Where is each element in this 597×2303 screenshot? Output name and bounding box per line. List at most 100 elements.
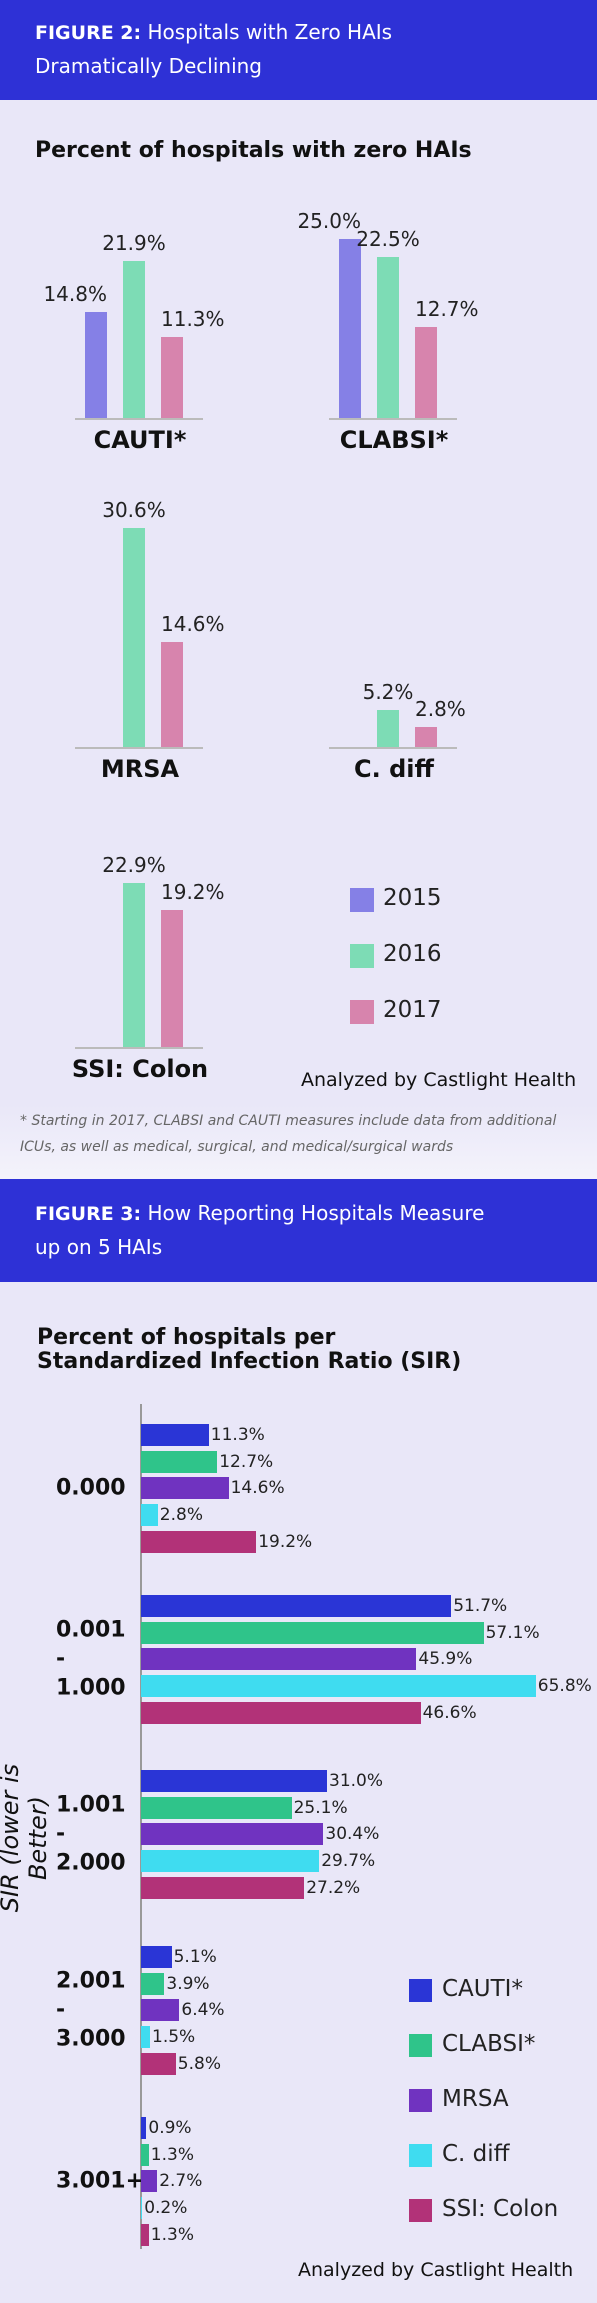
legend-swatch (350, 888, 374, 912)
bar (161, 642, 183, 747)
legend-label: MRSA (442, 2086, 509, 2112)
legend-label: C. diff (442, 2141, 510, 2167)
category-label: MRSA (100, 755, 180, 783)
bar (415, 726, 437, 747)
value-label: 2.8% (159, 1505, 203, 1526)
bar (141, 1701, 421, 1724)
bar (141, 2197, 143, 2220)
value-label: 21.9% (102, 231, 166, 256)
value-label: 2.8% (415, 696, 466, 721)
value-label: 2.7% (159, 2171, 203, 2192)
value-label: 1.3% (150, 2224, 194, 2245)
footnote-band (0, 1105, 597, 1179)
bar (339, 239, 361, 418)
value-label: 12.7% (219, 1451, 274, 1472)
credit: Analyzed by Castlight Health (301, 1069, 577, 1091)
value-label: 19.2% (258, 1531, 313, 1552)
baseline (75, 1047, 203, 1049)
value-label: 27.2% (306, 1877, 361, 1898)
value-label: 11.3% (161, 307, 225, 332)
header-text: FIGURE 3: How Reporting Hospitals Measur… (35, 1197, 505, 1264)
value-label: 30.6% (102, 497, 166, 522)
value-label: 25.0% (297, 209, 361, 233)
bar (141, 1621, 484, 1644)
value-label: 57.1% (485, 1622, 540, 1643)
category-label: CLABSI* (339, 426, 449, 454)
header-bar: FIGURE 3: How Reporting Hospitals Measur… (0, 1179, 597, 1282)
value-label: 19.2% (161, 879, 225, 904)
bar (377, 709, 399, 747)
category-label: 3.001+ (56, 2168, 145, 2194)
bar (123, 883, 145, 1047)
legend-swatch (409, 2144, 432, 2167)
bar (141, 1675, 536, 1698)
bar (141, 1823, 324, 1846)
value-label: 31.0% (329, 1771, 384, 1791)
header-text: FIGURE 2: Hospitals with Zero HAIs Drama… (35, 16, 455, 83)
bar (141, 1876, 305, 1899)
legend-swatch (409, 2089, 432, 2112)
bar (141, 1424, 209, 1446)
category-label: 0.000 (56, 1475, 126, 1501)
value-label: 51.7% (453, 1596, 508, 1616)
legend-swatch (350, 1000, 374, 1024)
value-label: 5.1% (173, 1947, 217, 1967)
bar (141, 2117, 147, 2139)
value-label: 25.1% (293, 1797, 348, 1818)
bar (141, 2026, 150, 2049)
category-label: 1.001 - 2.000 (56, 1792, 126, 1876)
value-label: 1.5% (152, 2027, 196, 2048)
bar (141, 2052, 176, 2075)
value-label: 29.7% (321, 1851, 376, 1872)
value-label: 3.9% (166, 1973, 210, 1994)
legend-label: SSI: Colon (442, 2196, 559, 2222)
bar (141, 1972, 165, 1995)
bar (141, 1770, 327, 1792)
value-label: 6.4% (181, 2000, 225, 2021)
bar (141, 1946, 172, 1968)
axis-line (140, 1404, 142, 2249)
value-label: 46.6% (422, 1702, 477, 1723)
bar (141, 2143, 149, 2166)
bar (141, 1477, 229, 1500)
bar (141, 2223, 149, 2246)
y-axis-label: SIR (lower is Better) (0, 1763, 52, 1913)
chart-title: Percent of hospitals per Standardized In… (37, 1325, 462, 1374)
figure-label: FIGURE 2: (35, 22, 142, 44)
category-label: CAUTI* (93, 426, 187, 454)
bar (141, 1850, 320, 1873)
figure-label: FIGURE 3: (35, 1203, 142, 1225)
bar (141, 1504, 158, 1527)
header-bar: FIGURE 2: Hospitals with Zero HAIs Drama… (0, 0, 597, 100)
value-label: 0.2% (144, 2198, 188, 2219)
baseline (329, 418, 457, 420)
baseline (75, 747, 203, 749)
value-label: 45.9% (418, 1649, 473, 1670)
legend-label: 2016 (383, 941, 442, 967)
category-label: C. diff (354, 755, 434, 783)
bar (141, 1595, 452, 1617)
legend-swatch (409, 1979, 432, 2002)
legend-label: 2017 (383, 997, 442, 1023)
value-label: 11.3% (210, 1425, 265, 1445)
value-label: 0.9% (148, 2118, 192, 2138)
legend-label: CAUTI* (442, 1976, 523, 2002)
category-label: SSI: Colon (71, 1055, 209, 1083)
bar (85, 312, 107, 418)
category-label: 0.001 - 1.000 (56, 1617, 126, 1701)
value-label: 65.8% (537, 1676, 592, 1697)
bar (123, 527, 145, 747)
value-label: 14.6% (230, 1478, 285, 1499)
value-label: 1.3% (150, 2144, 194, 2165)
legend-label: 2015 (383, 885, 442, 911)
bar (377, 256, 399, 418)
legend-label: CLABSI* (442, 2031, 536, 2057)
bar (161, 337, 183, 418)
value-label: 30.4% (325, 1824, 380, 1845)
bar (141, 1450, 218, 1473)
value-label: 5.8% (177, 2053, 221, 2074)
bar (141, 1648, 417, 1671)
value-label: 14.8% (43, 282, 107, 307)
legend-swatch (350, 944, 374, 968)
